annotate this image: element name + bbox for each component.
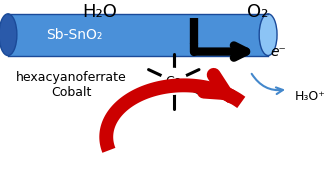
Text: H₃O⁺: H₃O⁺ <box>294 90 325 103</box>
Text: H₂O: H₂O <box>82 3 117 21</box>
Text: hexacyanoferrate: hexacyanoferrate <box>16 71 127 84</box>
Text: Co: Co <box>166 75 182 88</box>
Text: Cobalt: Cobalt <box>51 86 92 99</box>
Ellipse shape <box>259 14 277 56</box>
Ellipse shape <box>0 14 17 56</box>
FancyArrowPatch shape <box>252 74 283 94</box>
Text: e⁻: e⁻ <box>270 45 286 59</box>
FancyBboxPatch shape <box>8 14 268 56</box>
Text: O₂: O₂ <box>248 3 269 21</box>
Circle shape <box>161 68 187 94</box>
Text: Sb-SnO₂: Sb-SnO₂ <box>46 28 103 42</box>
